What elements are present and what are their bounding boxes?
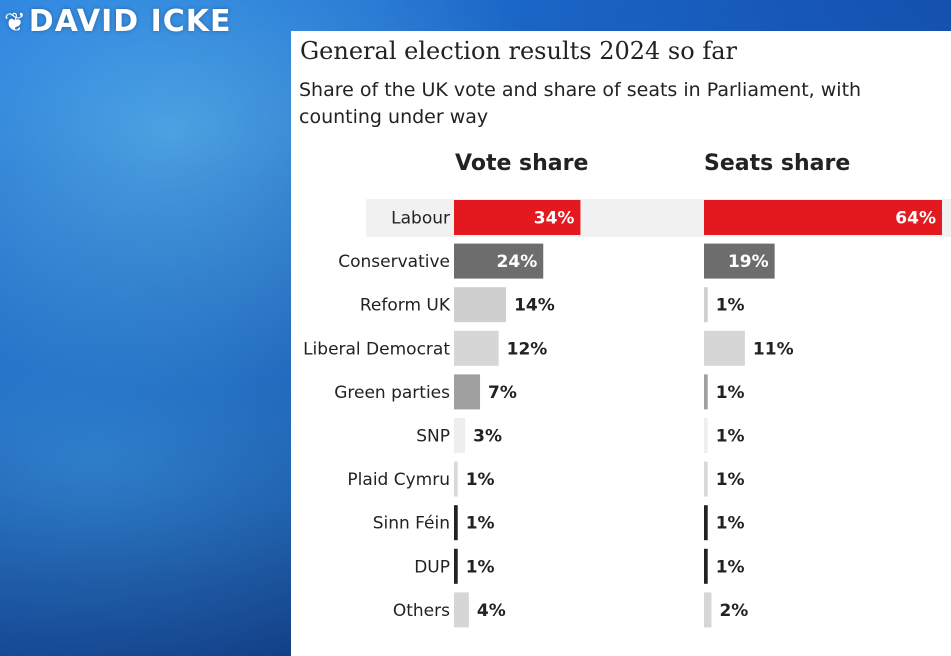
category-label: Reform UK: [360, 296, 451, 316]
vote-share-bar: [454, 592, 469, 628]
seats-share-bar: [704, 548, 708, 584]
category-label: Liberal Democrat: [303, 339, 450, 359]
vote-share-value-label: 1%: [466, 557, 495, 577]
seats-share-heading: Seats share: [704, 151, 851, 176]
seats-share-value-label: 1%: [716, 296, 745, 316]
vote-share-bar: [454, 418, 466, 453]
seats-share-value-label: 2%: [719, 601, 748, 621]
category-label: Conservative: [338, 252, 450, 272]
vote-share-bar: [454, 374, 481, 410]
seats-share-bar: [704, 330, 745, 366]
seats-share-value-label: 64%: [895, 209, 936, 229]
seats-share-bar: [704, 461, 708, 497]
vote-share-bar: [454, 330, 499, 366]
chart-panel: General election results 2024 so far Sha…: [291, 31, 951, 656]
logo-mark-icon: ❦: [4, 8, 27, 38]
seats-share-bar: [704, 374, 708, 410]
vote-share-value-label: 4%: [477, 601, 506, 621]
vote-share-bar: [454, 243, 544, 279]
category-label: DUP: [414, 557, 450, 577]
category-label: Sinn Féin: [373, 514, 450, 534]
seats-share-value-label: 1%: [716, 557, 745, 577]
seats-share-value-label: 11%: [753, 339, 794, 359]
seats-share-bar: [704, 418, 708, 453]
category-label: Labour: [391, 209, 450, 229]
vote-share-value-label: 1%: [466, 470, 495, 490]
seats-share-value-label: 1%: [716, 470, 745, 490]
seats-share-bar: [704, 505, 708, 541]
david-icke-logo: ❦DAVID ICKE: [4, 4, 232, 39]
vote-share-value-label: 7%: [488, 383, 517, 403]
seats-share-bar: [704, 200, 942, 235]
vote-share-bar: [454, 287, 507, 323]
vote-share-bar: [454, 505, 458, 541]
seats-share-value-label: 19%: [728, 252, 769, 272]
vote-share-value-label: 14%: [514, 296, 555, 316]
category-label: Plaid Cymru: [347, 470, 450, 490]
vote-share-value-label: 3%: [473, 427, 502, 447]
seats-share-value-label: 1%: [716, 427, 745, 447]
seats-share-bar: [704, 287, 708, 323]
vote-share-heading: Vote share: [455, 151, 589, 176]
vote-share-value-label: 34%: [534, 209, 575, 229]
vote-share-value-label: 24%: [497, 252, 538, 272]
category-label: Green parties: [334, 383, 450, 403]
seats-share-bar: [704, 592, 712, 628]
category-label: SNP: [416, 427, 450, 447]
chart-title: General election results 2024 so far: [300, 37, 737, 65]
seats-share-value-label: 1%: [716, 383, 745, 403]
vote-share-bar: [454, 548, 458, 584]
vote-share-bar: [454, 200, 581, 235]
chart-subtitle: Share of the UK vote and share of seats …: [299, 79, 862, 128]
seats-share-value-label: 1%: [716, 514, 745, 534]
bar-chart: Labour 34% 64% Conservative 24% 19% Reform UK 1…: [303, 200, 942, 628]
vote-share-value-label: 1%: [466, 514, 495, 534]
logo-text: DAVID ICKE: [28, 4, 232, 39]
vote-share-value-label: 12%: [507, 339, 548, 359]
seats-share-bar: [704, 243, 775, 279]
category-label: Others: [393, 601, 450, 621]
vote-share-bar: [454, 461, 458, 497]
